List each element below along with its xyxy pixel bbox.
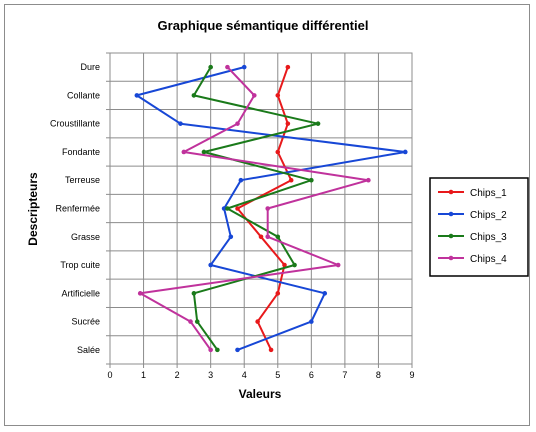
- legend-box: [429, 177, 529, 277]
- data-point: [225, 64, 230, 70]
- data-point: [309, 177, 314, 183]
- data-point: [221, 206, 227, 211]
- legend-label: Chips_4: [470, 254, 507, 265]
- legend-swatch-marker: [448, 255, 454, 261]
- y-tick-label: Renfermée: [55, 204, 100, 214]
- data-point: [285, 64, 291, 70]
- x-tick-label: 8: [376, 370, 381, 380]
- data-point: [235, 206, 240, 211]
- data-point: [235, 347, 240, 353]
- data-point: [366, 177, 371, 183]
- x-tick-label: 7: [342, 370, 347, 380]
- x-tick-label: 1: [141, 370, 146, 380]
- data-point: [194, 319, 200, 324]
- legend-swatch-marker: [448, 233, 454, 239]
- data-point: [288, 177, 294, 183]
- data-point: [275, 234, 281, 240]
- x-tick-label: 6: [309, 370, 314, 380]
- data-point: [201, 149, 207, 155]
- plot-background: [109, 52, 413, 365]
- data-point: [322, 291, 328, 296]
- y-tick-label: Sucrée: [71, 317, 100, 327]
- x-tick-label: 3: [208, 370, 213, 380]
- legend-swatch-marker: [448, 211, 454, 217]
- y-tick-label: Trop cuite: [60, 260, 100, 270]
- y-tick-label: Grasse: [71, 232, 100, 242]
- chart-title: Graphique sémantique différentiel: [158, 18, 369, 33]
- data-point: [251, 93, 257, 98]
- data-point: [335, 262, 341, 268]
- y-tick-label: Croustillante: [50, 119, 100, 129]
- legend-label: Chips_2: [470, 210, 507, 221]
- legend-label: Chips_3: [470, 232, 507, 243]
- y-tick-label: Dure: [80, 62, 100, 72]
- plot-area: 0 1 2 3 4 5 6 7 8 9 Dure Collante Croustillante Fonda…: [50, 52, 415, 380]
- data-point: [191, 291, 197, 296]
- legend-label: Chips_1: [470, 188, 507, 199]
- x-axis-title: Valeurs: [239, 387, 282, 401]
- data-point: [191, 93, 197, 98]
- legend: Chips_1 Chips_2 Chips_3 Chips_4: [429, 177, 529, 277]
- data-point: [181, 149, 187, 155]
- y-tick-label: Artificielle: [61, 288, 100, 298]
- legend-swatch-marker: [448, 189, 454, 195]
- y-axis-title: Descripteurs: [26, 172, 40, 246]
- data-point: [255, 319, 260, 324]
- data-point: [265, 234, 271, 240]
- x-tick-label: 9: [409, 370, 414, 380]
- data-point: [208, 262, 213, 268]
- data-point: [275, 149, 281, 155]
- x-tick-label: 2: [175, 370, 180, 380]
- data-point: [292, 262, 297, 268]
- data-point: [228, 234, 234, 240]
- data-point: [402, 149, 408, 155]
- data-point: [275, 93, 281, 98]
- data-point: [208, 347, 213, 353]
- data-point: [265, 206, 271, 211]
- y-tick-label: Salée: [77, 345, 100, 355]
- data-point: [208, 64, 213, 70]
- data-point: [235, 121, 240, 126]
- x-tick-label: 5: [275, 370, 280, 380]
- data-point: [137, 291, 143, 296]
- data-point: [275, 291, 281, 296]
- data-point: [315, 121, 321, 126]
- y-tick-label: Fondante: [62, 147, 100, 157]
- y-tick-label: Terreuse: [65, 175, 100, 185]
- data-point: [282, 262, 287, 268]
- data-point: [238, 177, 244, 183]
- data-point: [268, 347, 274, 353]
- data-point: [241, 64, 247, 70]
- data-point: [188, 319, 193, 324]
- data-point: [134, 93, 140, 98]
- data-point: [258, 234, 264, 240]
- data-point: [285, 121, 291, 126]
- y-tick-label: Collante: [67, 90, 100, 100]
- data-point: [215, 347, 220, 353]
- data-point: [178, 121, 183, 126]
- data-point: [309, 319, 314, 324]
- data-point: [225, 206, 230, 211]
- x-tick-label: 0: [107, 370, 112, 380]
- x-tick-label: 4: [242, 370, 247, 380]
